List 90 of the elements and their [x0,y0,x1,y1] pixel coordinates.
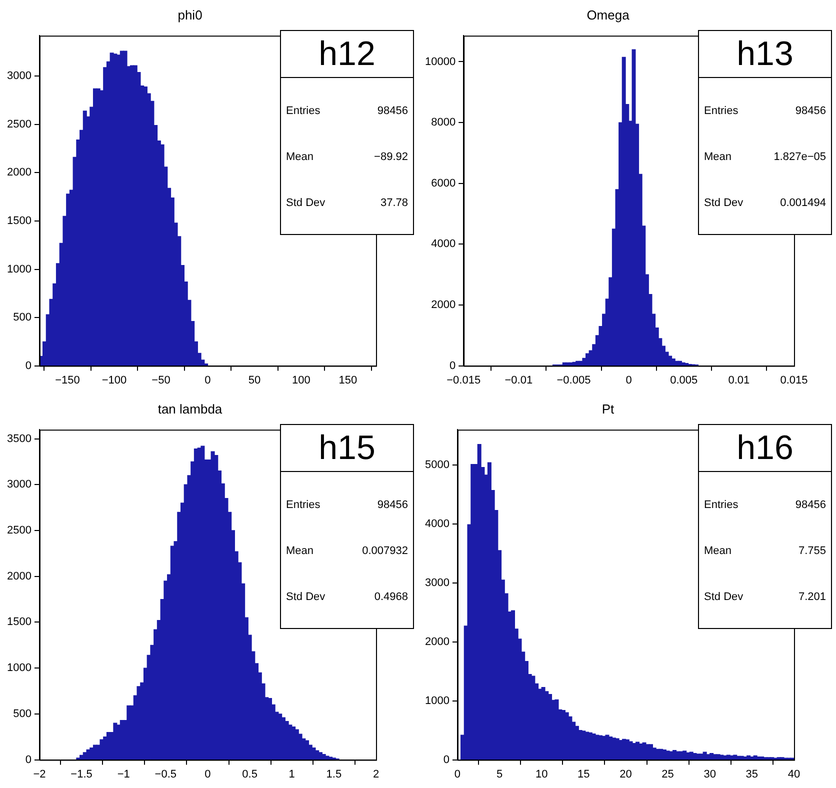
y-tick-label: 0 [443,754,450,766]
x-tick-label: −0.005 [556,374,591,386]
annotation: h13 [699,31,831,78]
annotation: Entries [704,498,738,513]
chart-title: phi0 [178,7,202,22]
y-tick-label: 1500 [6,215,32,228]
x-tick-label: 50 [248,374,261,386]
x-tick-label: −0.01 [504,374,533,386]
text: 98456 [377,498,408,513]
y-tick-label: 1000 [6,662,32,674]
y-tick-label: 10000 [424,56,456,68]
y-tick-label: 2000 [6,570,32,582]
y-tick-label: 2000 [424,636,450,648]
y-tick-label: 500 [13,708,32,720]
y-tick-label: 0 [449,360,456,372]
annotation: Entries [704,104,738,119]
x-tick-label: 0.015 [780,374,808,386]
annotation: Std Dev [286,590,326,605]
annotation: h16 [699,425,831,472]
chart-title: Omega [586,7,630,22]
y-tick-label: 0 [25,754,32,766]
annotation: Mean [704,150,732,165]
y-tick-label: 1000 [424,694,450,707]
y-tick-label: 2500 [6,524,32,537]
x-tick-label: −1.5 [70,768,92,780]
x-tick-label: 100 [292,374,310,386]
text: 37.78 [380,196,408,211]
annotation: h15 [281,425,413,472]
x-tick-label: 2 [372,768,380,780]
y-tick-label: 3000 [6,70,32,82]
annotation: 0.4968 [374,590,408,605]
y-tick-label: 2000 [431,299,456,312]
y-tick-label: 3000 [6,478,32,491]
y-tick-label: 1000 [6,263,32,276]
y-tick-label: 6000 [431,177,456,190]
x-tick-label: 15 [578,768,590,780]
y-tick-label: 3500 [6,432,32,445]
chart-title: Pt [602,401,615,416]
annotation: Entries [286,498,320,513]
y-tick-label: 5000 [424,459,450,472]
x-tick-label: 30 [704,768,716,780]
x-tick-label: −1 [117,768,130,780]
y-tick-label: 2000 [6,166,32,179]
annotation: 0.007932 [362,544,408,559]
text: 7.755 [798,544,826,559]
x-tick-label: 1 [288,768,295,780]
x-tick-label: 35 [746,768,758,780]
x-tick-label: 25 [662,768,674,780]
x-tick-label: −150 [55,374,80,386]
text: 98456 [377,104,408,119]
annotation: Mean [286,150,314,165]
x-tick-label: −0.015 [446,374,481,386]
x-tick-label: 5 [496,768,503,780]
x-tick-label: 1.5 [326,768,342,780]
x-tick-label: 0 [204,768,211,780]
text: 98456 [795,498,826,513]
annotation: −89.92 [374,150,408,165]
annotation: Std Dev [286,196,326,211]
x-tick-label: 0.5 [242,768,258,780]
text: 98456 [795,104,826,119]
annotation: 1.827e−05 [774,150,826,165]
x-tick-label: 0 [626,374,632,386]
y-tick-label: 3000 [424,576,450,589]
x-tick-label: 20 [620,768,632,780]
x-tick-label: 0 [204,374,211,386]
x-tick-label: −100 [102,374,127,386]
annotation: Entries [286,104,320,119]
x-tick-label: 10 [535,768,548,780]
x-tick-label: −50 [152,374,170,386]
x-tick-label: 0.01 [728,374,750,386]
x-tick-label: −2 [33,768,46,780]
y-tick-label: 4000 [424,518,450,530]
x-tick-label: −0.5 [154,768,177,780]
y-tick-label: 0 [25,360,32,372]
chart-title: tan lambda [158,401,223,416]
annotation: Std Dev [704,196,744,211]
y-tick-label: 2500 [6,118,32,130]
y-tick-label: 4000 [431,238,456,250]
y-tick-label: 500 [13,312,32,324]
annotation: Std Dev [704,590,744,605]
x-tick-label: 150 [338,374,358,386]
x-tick-label: 40 [788,768,800,780]
text: 7.201 [798,590,826,605]
annotation: 0.001494 [780,196,826,211]
y-tick-label: 8000 [431,116,456,129]
annotation: Mean [704,544,732,559]
annotation: Mean [286,544,314,559]
x-tick-label: 0.005 [670,374,698,386]
y-tick-label: 1500 [6,616,32,628]
annotation: h12 [281,31,413,78]
